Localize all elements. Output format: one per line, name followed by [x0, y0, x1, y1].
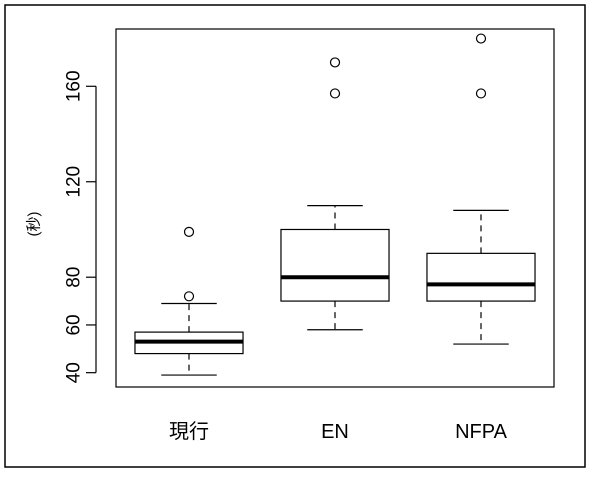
outlier-point [475, 88, 487, 99]
outlier-point [183, 291, 195, 302]
iqr-box [426, 252, 536, 302]
x-category-label: EN [321, 421, 349, 443]
box-group [280, 57, 390, 331]
boxes-layer [134, 33, 536, 376]
outlier-point [183, 226, 195, 237]
x-category-label: NFPA [455, 421, 508, 443]
box-group [426, 33, 536, 345]
outlier-point [329, 88, 341, 99]
outlier-point [475, 33, 487, 44]
y-axis: 40 60 80 120 160 [64, 70, 97, 383]
y-tick-label: 60 [64, 314, 85, 335]
y-tick-label: 160 [64, 70, 85, 102]
plot-area-border [115, 28, 555, 388]
iqr-box [280, 228, 390, 302]
outlier-point [329, 57, 341, 68]
y-tick-label: 40 [64, 362, 85, 383]
y-axis-title: (秒) [26, 212, 43, 237]
y-tick-label: 120 [64, 166, 85, 198]
x-axis-labels: 現行 EN NFPA [169, 420, 508, 443]
y-tick-label: 80 [64, 267, 85, 288]
box-group [134, 226, 244, 376]
x-category-label: 現行 [169, 420, 209, 443]
